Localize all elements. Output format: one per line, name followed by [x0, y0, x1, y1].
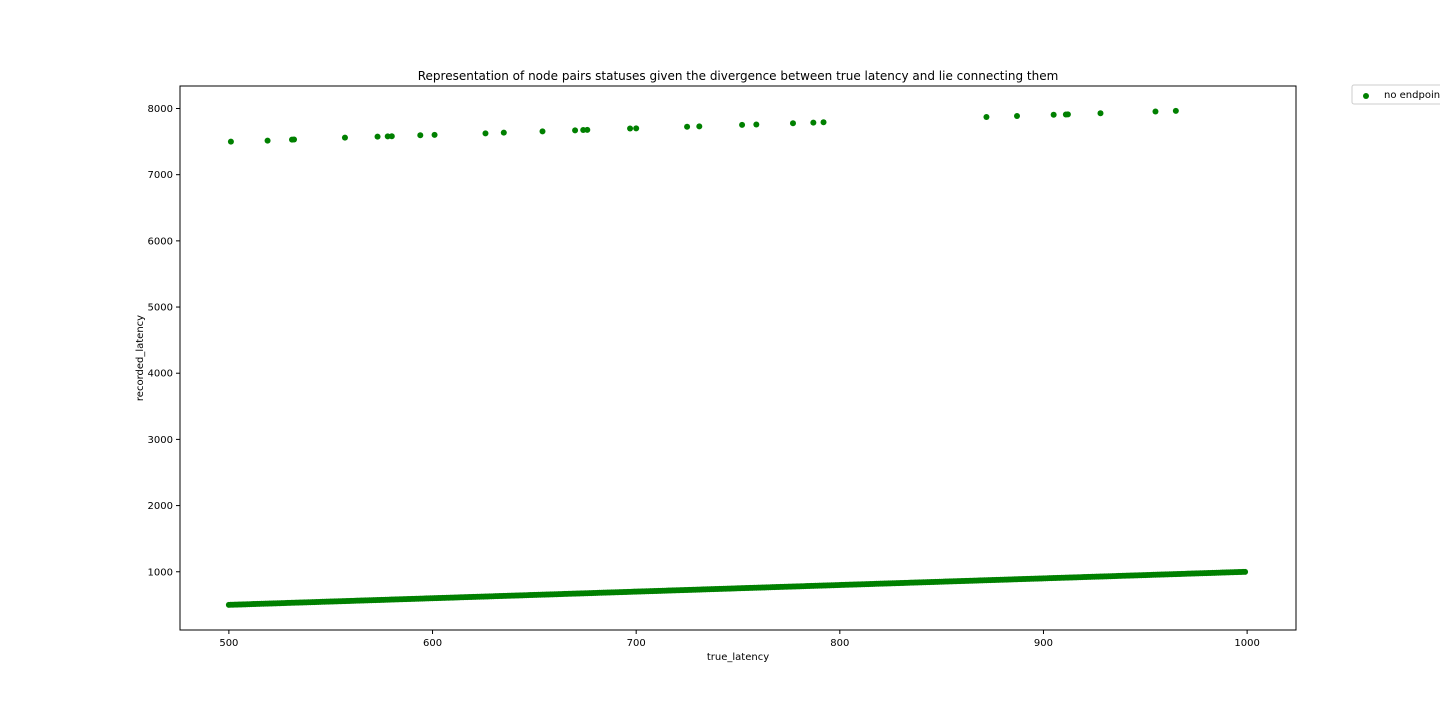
legend-marker	[1363, 93, 1369, 99]
data-point	[739, 121, 746, 128]
legend: no endpoint	[1351, 84, 1440, 105]
y-axis-ticks: 1000 2000 3000 4000 5000 6000 7000 8000	[148, 104, 180, 578]
data-point	[1242, 568, 1249, 575]
data-point	[431, 131, 438, 138]
data-point	[627, 125, 634, 132]
data-point	[684, 123, 691, 130]
y-tick-label: 4000	[148, 369, 173, 380]
data-point	[810, 119, 817, 126]
data-point	[584, 126, 591, 133]
plot-frame	[179, 85, 1297, 631]
y-tick-label: 5000	[148, 303, 173, 314]
data-point	[753, 121, 760, 128]
x-tick-label: 500	[219, 638, 238, 649]
data-point	[482, 130, 489, 137]
y-tick-label: 6000	[148, 236, 173, 247]
data-point	[341, 134, 348, 141]
x-tick-label: 900	[1034, 638, 1053, 649]
legend-label: no endpoint	[1384, 90, 1440, 101]
data-point	[264, 137, 271, 144]
data-point	[291, 136, 298, 143]
data-point	[633, 125, 640, 132]
y-axis-label: recorded_latency	[135, 315, 146, 401]
data-point	[227, 138, 234, 145]
data-point	[572, 127, 579, 134]
data-point	[1014, 112, 1020, 119]
data-points	[225, 107, 1249, 608]
x-axis-label: true_latency	[707, 652, 769, 663]
y-tick-label: 2000	[148, 501, 173, 512]
data-point	[1064, 111, 1071, 118]
data-point	[820, 119, 827, 126]
x-tick-label: 600	[423, 638, 442, 649]
x-axis-ticks: 500 600 700 800 900 1000	[219, 630, 1260, 649]
y-tick-label: 7000	[148, 170, 173, 181]
data-point	[1172, 107, 1179, 114]
data-point	[374, 133, 381, 140]
data-point	[539, 128, 546, 135]
data-point	[696, 123, 703, 130]
chart-title: Representation of node pairs statuses gi…	[418, 69, 1059, 83]
data-point	[1050, 111, 1057, 118]
legend-box	[1351, 84, 1440, 105]
y-tick-label: 8000	[148, 104, 173, 115]
x-tick-label: 700	[627, 638, 646, 649]
data-point	[1097, 110, 1104, 117]
data-point	[983, 113, 990, 120]
y-tick-label: 1000	[148, 567, 173, 578]
data-point	[417, 132, 424, 139]
data-point	[500, 129, 507, 136]
data-point	[1152, 108, 1159, 115]
data-point	[789, 120, 796, 127]
x-tick-label: 1000	[1234, 638, 1259, 649]
data-point	[388, 133, 395, 140]
y-tick-label: 3000	[148, 435, 173, 446]
x-tick-label: 800	[830, 638, 849, 649]
